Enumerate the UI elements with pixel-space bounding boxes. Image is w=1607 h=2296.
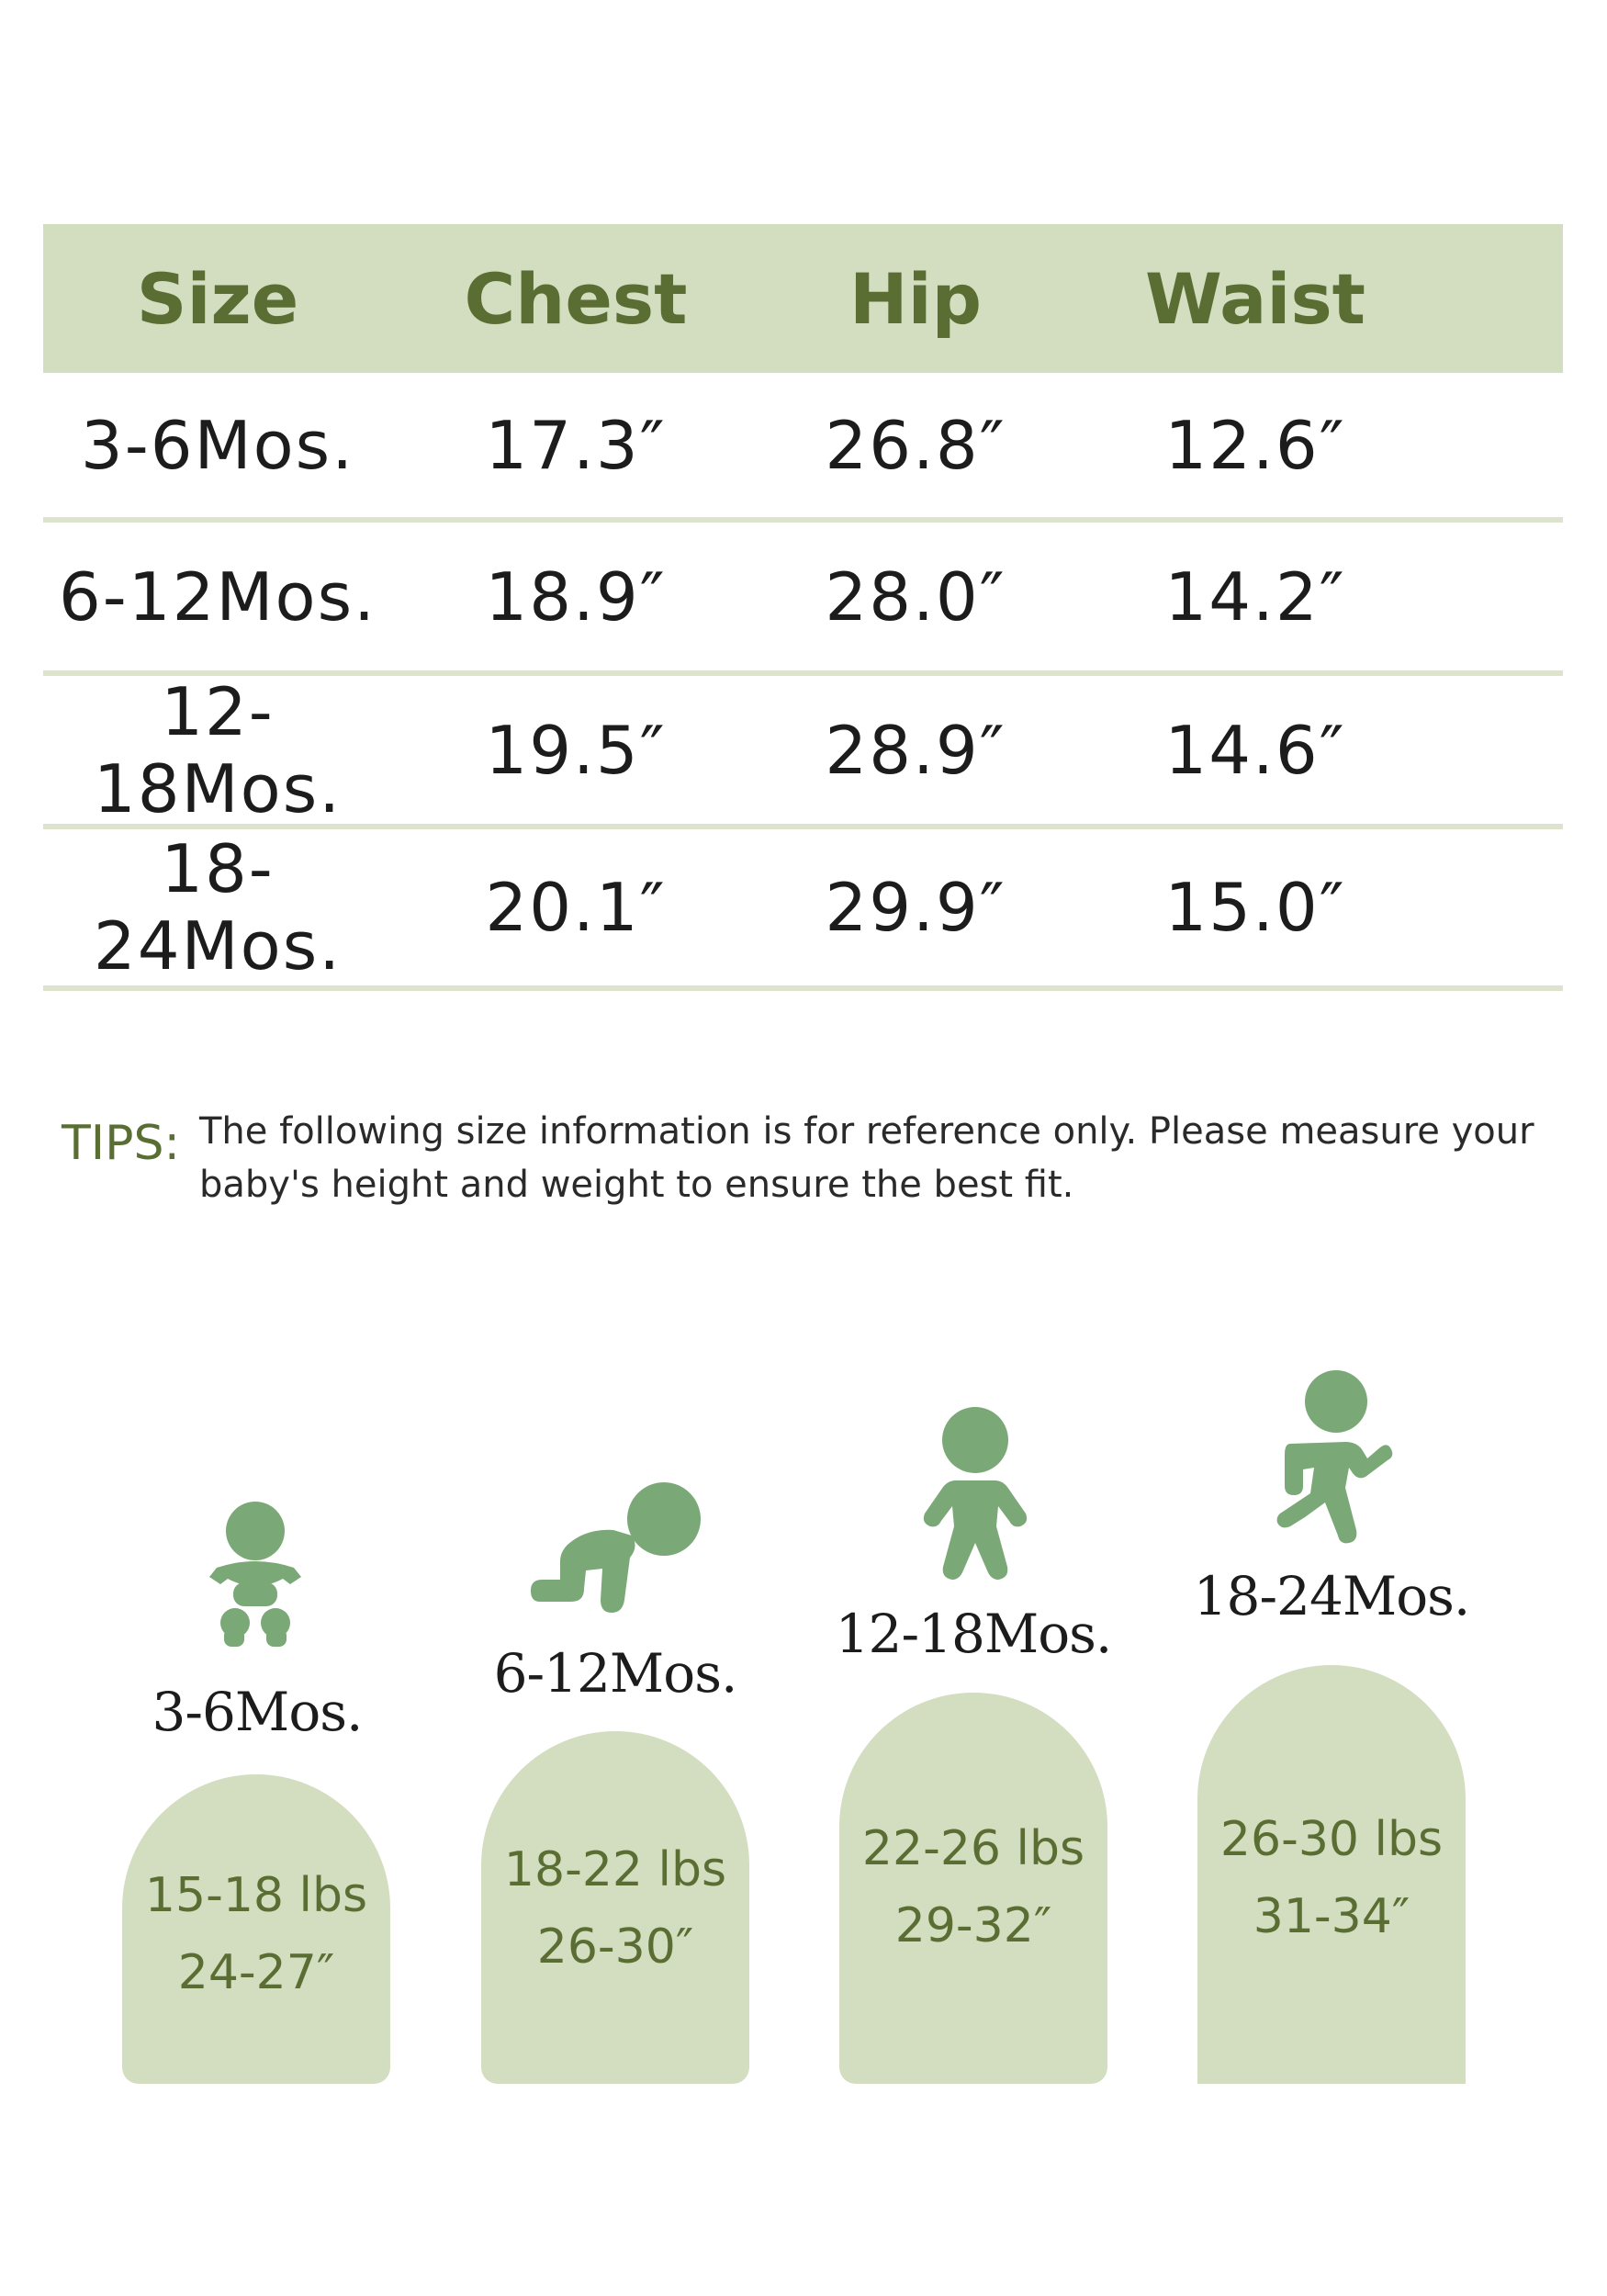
cell-size: 6-12Mos. — [59, 557, 376, 636]
cell-chest: 17.3″ — [485, 406, 667, 484]
cell-chest: 20.1″ — [485, 869, 667, 946]
cell-chest: 18.9″ — [485, 557, 667, 636]
stage-height: 24-27″ — [177, 1945, 335, 2000]
tips-text: The following size information is for re… — [199, 1110, 1534, 1206]
stage-age-label: 18-24Mos. — [1193, 1565, 1471, 1627]
stage-height: 26-30″ — [536, 1919, 694, 1975]
stage-panel — [481, 1731, 749, 2084]
stage-weight: 18-22 lbs — [503, 1842, 727, 1897]
header-waist: Waist — [1144, 257, 1366, 340]
stage-panel — [122, 1774, 390, 2084]
header-chest: Chest — [464, 257, 688, 340]
stage-age-label: 3-6Mos. — [152, 1681, 364, 1743]
header-hip: Hip — [848, 257, 983, 340]
stage-weight: 22-26 lbs — [861, 1821, 1085, 1876]
stage-height: 31-34″ — [1253, 1889, 1410, 1944]
cell-size: 12-18Mos. — [93, 672, 343, 827]
baby-crawling-icon — [531, 1482, 701, 1613]
cell-waist: 14.6″ — [1164, 711, 1346, 789]
cell-chest: 19.5″ — [485, 711, 667, 789]
table-row: 3-6Mos. 17.3″ 26.8″ 12.6″ — [43, 373, 1563, 523]
header-size: Size — [136, 257, 299, 340]
table-header: Size Chest Hip Waist — [43, 224, 1563, 373]
cell-waist: 12.6″ — [1164, 406, 1346, 484]
cell-hip: 28.0″ — [825, 557, 1006, 636]
table-row: 12-18Mos. 19.5″ 28.9″ 14.6″ — [43, 672, 1563, 829]
stage-age-label: 12-18Mos. — [835, 1603, 1113, 1665]
stage-weight: 15-18 lbs — [144, 1868, 368, 1923]
stage-panel — [1197, 1665, 1466, 2084]
cell-hip: 29.9″ — [825, 869, 1006, 946]
size-table: Size Chest Hip Waist 3-6Mos. 17.3″ 26.8″… — [43, 224, 1563, 991]
stage-weight: 26-30 lbs — [1219, 1812, 1444, 1867]
stage-height: 29-32″ — [894, 1898, 1052, 1953]
tips-label: TIPS: — [62, 1116, 180, 1171]
table-row: 6-12Mos. 18.9″ 28.0″ 14.2″ — [43, 523, 1563, 676]
cell-hip: 26.8″ — [825, 406, 1006, 484]
cell-size: 3-6Mos. — [80, 406, 355, 484]
toddler-running-icon — [1276, 1370, 1393, 1544]
table-row: 18-24Mos. 20.1″ 29.9″ 15.0″ — [43, 829, 1563, 991]
cell-hip: 28.9″ — [825, 711, 1006, 789]
cell-waist: 15.0″ — [1164, 869, 1346, 946]
cell-waist: 14.2″ — [1164, 557, 1346, 636]
stage-age-label: 6-12Mos. — [493, 1642, 738, 1705]
toddler-standing-icon — [923, 1407, 1028, 1580]
baby-sitting-icon — [209, 1502, 301, 1647]
stage-panel — [839, 1693, 1107, 2084]
cell-size: 18-24Mos. — [93, 830, 343, 985]
